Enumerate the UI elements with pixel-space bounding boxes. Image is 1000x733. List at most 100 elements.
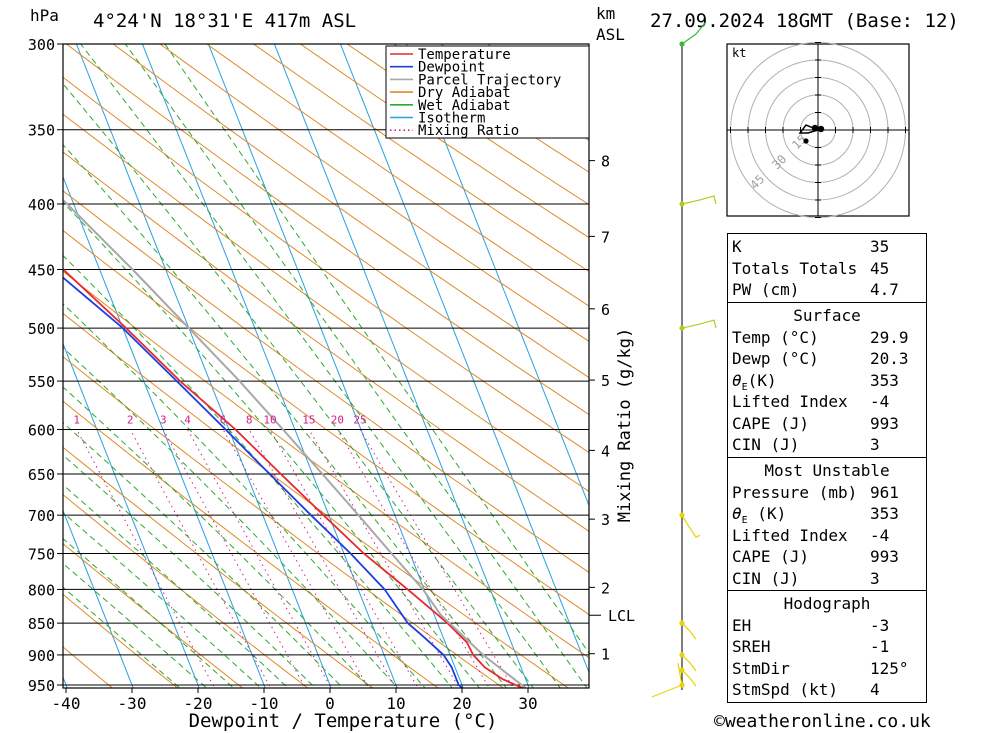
pressure-tick-label: 600 (28, 421, 55, 439)
dry-adiabat-line (63, 113, 589, 493)
pressure-tick-label: 750 (28, 546, 55, 564)
mixing-ratio-label: 10 (263, 413, 276, 426)
surface-li-value: -4 (870, 392, 890, 411)
surface-theta-label: θE(K) (732, 370, 777, 393)
pressure-tick-label: 450 (28, 261, 55, 279)
km-tick-label: 1 (601, 646, 610, 664)
surface-temp-label: Temp (°C) (732, 327, 819, 347)
pressure-tick-label: 550 (28, 373, 55, 391)
isotherm-line (0, 25, 7, 702)
legend-entry: Dewpoint (418, 60, 485, 76)
dry-adiabat-line (252, 44, 589, 273)
mixing-ratio-label: 3 (160, 413, 167, 426)
footer-credit[interactable]: ©weatheronline.co.uk (714, 711, 931, 732)
mu-theta-value: 353 (870, 504, 899, 523)
mixing-ratio-line (359, 429, 514, 688)
dry-adiabat-line (112, 44, 589, 379)
dewpoint-line (63, 276, 464, 688)
surface-cin-value: 3 (870, 435, 880, 454)
wind-barb (651, 662, 683, 698)
km-tick-label: 8 (601, 153, 610, 171)
wet-adiabat-line (63, 484, 289, 688)
wet-adiabat-line (80, 44, 561, 688)
mixing-ratio-line (222, 429, 370, 688)
surface-cape-label: CAPE (J) (732, 413, 810, 433)
location-title: 4°24'N 18°31'E 417m ASL (93, 10, 357, 32)
legend-entry: Dry Adiabat (418, 85, 511, 101)
pressure-tick-label: 800 (28, 581, 55, 599)
dry-adiabat-line (63, 151, 589, 532)
mixing-ratio-label: 15 (302, 413, 315, 426)
pressure-tick-label: 400 (28, 196, 55, 214)
dry-adiabat-line (299, 44, 589, 239)
dry-adiabat-line (63, 400, 439, 688)
k-value: 35 (870, 237, 890, 256)
dry-adiabat-line (63, 76, 589, 454)
legend-box (385, 45, 590, 139)
mixing-ratio-label: 1 (73, 413, 80, 426)
mu-cape-label: CAPE (J) (732, 547, 810, 566)
dry-adiabat-line (65, 44, 589, 416)
x-axis-label: Dewpoint / Temperature (°C) (189, 710, 498, 732)
k-label: K (732, 237, 742, 256)
mixing-ratio-axis-label: Mixing Ratio (g/kg) (615, 328, 635, 522)
mixing-ratio-line (336, 429, 490, 688)
mu-cape-value: 993 (870, 547, 899, 566)
km-tick-label: 6 (601, 301, 610, 319)
tt-label: Totals Totals (732, 258, 858, 278)
mixing-ratio-line (162, 429, 307, 688)
tt-value: 45 (870, 258, 890, 278)
km-tick-label: 7 (601, 228, 610, 246)
surface-dewp-value: 20.3 (870, 349, 909, 368)
surface-cin-label: CIN (J) (732, 435, 800, 454)
parcel-trajectory-line (63, 198, 528, 688)
eh-value: -3 (870, 615, 890, 635)
x-tick-label: -30 (118, 694, 147, 713)
mu-title: Most Unstable (764, 461, 890, 480)
x-tick-label: 10 (386, 694, 405, 713)
mixing-ratio-line (76, 429, 216, 688)
dry-adiabat-line (63, 593, 179, 688)
x-tick-label: 20 (452, 694, 471, 713)
surface-theta-unit: K) (757, 370, 777, 390)
km-tick-label: 3 (601, 511, 610, 529)
mu-pressure-value: 961 (870, 482, 899, 502)
surface-table: Surface Temp (°C) 29.9 Dewp (°C) 20.3 θE(K… (727, 303, 927, 458)
isotherm-line (141, 44, 398, 688)
hodograph-point (817, 125, 825, 133)
surface-li-label: Lifted Index (732, 392, 848, 411)
wet-adiabat-line (63, 303, 426, 688)
wet-adiabat-line (164, 44, 589, 654)
pressure-tick-label: 950 (28, 677, 55, 695)
surface-theta-value: 353 (870, 370, 899, 390)
legend-entry: Wet Adiabat (418, 98, 511, 114)
mu-li-label: Lifted Index (732, 525, 848, 545)
stmspd-label: StmSpd (kt) (732, 680, 838, 699)
legend-entry: Isotherm (418, 111, 485, 127)
pressure-tick-label: 500 (28, 320, 55, 338)
km-tick-label: 2 (601, 579, 610, 597)
wind-barb (681, 319, 717, 329)
storm-motion-point (803, 138, 809, 144)
mu-li-value: -4 (870, 525, 890, 545)
surface-dewp-label: Dewp (°C) (732, 349, 819, 368)
index-table: K 35 Totals Totals 45 PW (cm) 4.7 (727, 233, 927, 303)
wet-adiabat-line (63, 538, 235, 688)
hodograph-unit: kt (732, 46, 746, 60)
wet-adiabat-line (63, 386, 371, 688)
mixing-ratio-label: 4 (184, 413, 191, 426)
legend-entry: Parcel Trajectory (418, 72, 561, 88)
pressure-tick-label: 300 (28, 36, 55, 54)
sreh-value: -1 (870, 637, 890, 656)
mixing-ratio-line (248, 429, 397, 688)
surface-title: Surface (793, 306, 861, 325)
x-tick-label: -40 (52, 694, 81, 713)
mu-cin-label: CIN (J) (732, 568, 800, 588)
asl-label: ASL (596, 25, 625, 44)
mixing-ratio-label: 20 (331, 413, 344, 426)
dry-adiabat-line (63, 543, 244, 688)
wet-adiabat-line (63, 201, 481, 688)
mixing-ratio-label: 6 (220, 413, 227, 426)
x-tick-label: 30 (518, 694, 537, 713)
pressure-tick-label: 650 (28, 466, 55, 484)
